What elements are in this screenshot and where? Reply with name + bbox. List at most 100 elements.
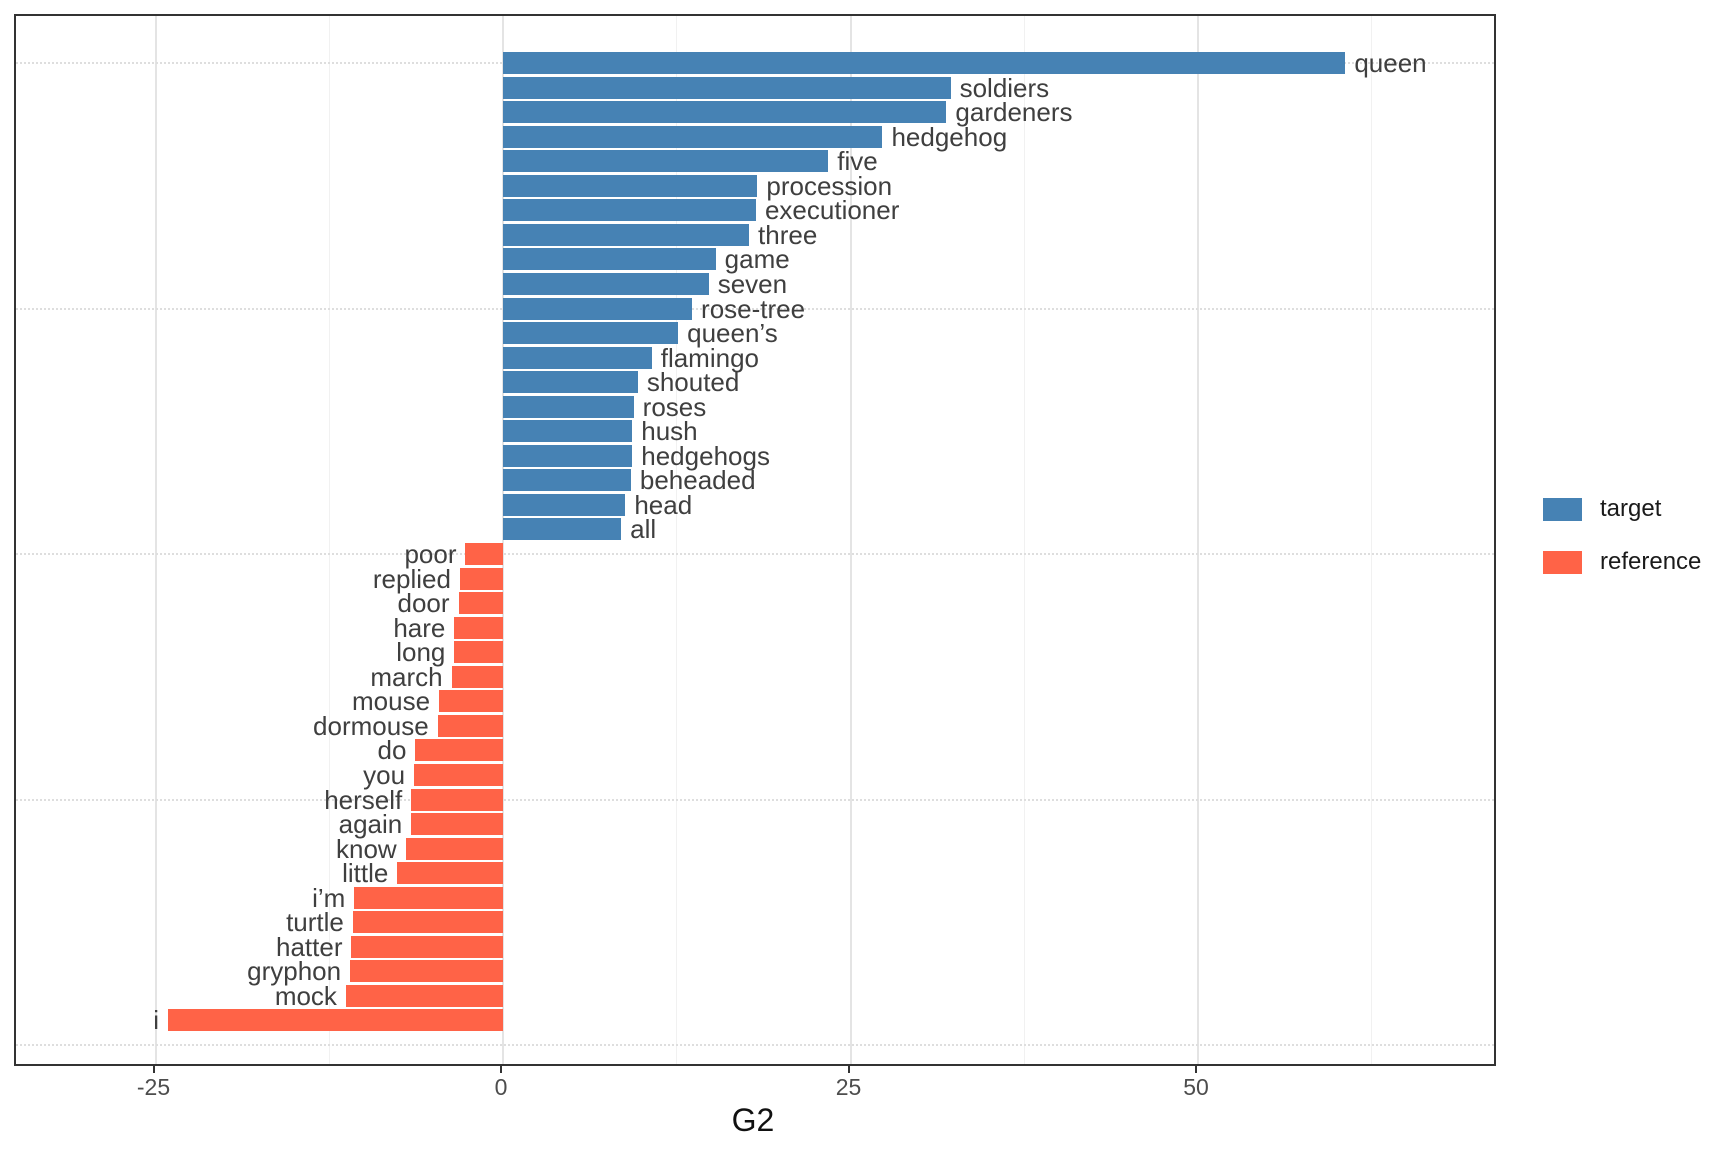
bar-game — [503, 248, 716, 271]
bar-label-door: door — [397, 588, 450, 619]
plot-area: queen soldiers gardeners hedgehog five proces… — [16, 16, 1494, 1064]
bar-beheaded — [503, 469, 631, 492]
bar-head — [503, 493, 626, 516]
bar-five — [503, 150, 829, 173]
bar-label-little: little — [342, 858, 389, 889]
target-color-swatch — [1543, 497, 1582, 521]
legend-label-reference: reference — [1600, 548, 1702, 575]
bar-shouted — [503, 371, 638, 394]
bar-label-queen: queen — [1354, 48, 1427, 78]
bar-label-procession: procession — [766, 170, 893, 201]
x-axis-tick-50 — [1195, 1066, 1197, 1073]
bar-hedgehog — [503, 125, 883, 148]
bar-label-five: five — [837, 146, 878, 177]
bar-procession — [503, 174, 758, 197]
gridline-x-minor-37.5 — [1023, 16, 1025, 1064]
bar-hatter — [351, 935, 503, 958]
x-axis-tick-label-25: 25 — [835, 1074, 862, 1100]
bar-herself — [411, 788, 503, 811]
bar-dormouse — [437, 714, 503, 737]
bar-flamingo — [503, 346, 652, 369]
gridline-x-25 — [849, 16, 852, 1064]
bar-label-im: i’m — [312, 882, 346, 913]
gridline-y-20 — [16, 553, 1494, 555]
bar-label-queens: queen’s — [687, 318, 778, 349]
bar-label-shouted: shouted — [646, 367, 740, 398]
x-axis-tick--25 — [152, 1066, 155, 1073]
legend-item-target: target — [1543, 495, 1701, 523]
gridline-y-40 — [16, 1044, 1494, 1046]
bar-i — [168, 1009, 503, 1032]
bar-label-hatter: hatter — [276, 931, 343, 962]
gridline-y-10 — [16, 307, 1494, 310]
bar-label-again: again — [338, 809, 403, 840]
bar-queens — [503, 322, 679, 345]
bar-label-all: all — [630, 514, 657, 545]
x-axis-tick-label-0: 0 — [494, 1074, 508, 1100]
bar-label-hedgehogs: hedgehogs — [641, 440, 770, 471]
legend-item-reference: reference — [1543, 548, 1701, 576]
x-axis-tick-0 — [500, 1066, 502, 1073]
bar-queen — [503, 52, 1346, 74]
bar-label-soldiers: soldiers — [959, 72, 1050, 103]
bar-label-turtle: turtle — [286, 907, 344, 938]
bar-label-roses: roses — [642, 391, 707, 422]
bar-hare — [454, 616, 503, 639]
bar-hush — [503, 420, 633, 443]
bar-do — [415, 739, 503, 762]
bar-three — [503, 223, 750, 246]
bar-label-you: you — [363, 759, 406, 790]
bar-label-seven: seven — [717, 268, 788, 299]
x-axis-title: G2 — [731, 1102, 775, 1138]
bar-label-do: do — [377, 735, 407, 766]
legend-label-target: target — [1600, 495, 1662, 522]
bar-label-hedgehog: hedgehog — [891, 121, 1008, 152]
bar-label-game: game — [724, 244, 790, 275]
bar-label-hush: hush — [641, 416, 698, 447]
bar-turtle — [352, 911, 503, 934]
gridline-x-minor-62.5 — [1371, 16, 1373, 1064]
x-axis-tick-25 — [847, 1066, 850, 1073]
bar-label-herself: herself — [324, 784, 403, 815]
bar-gryphon — [350, 960, 503, 983]
bar-hedgehogs — [503, 444, 633, 467]
bar-label-mouse: mouse — [352, 686, 431, 717]
bar-march — [451, 665, 503, 688]
bar-little — [397, 862, 503, 885]
bar-label-gardeners: gardeners — [955, 97, 1073, 128]
gridline-y-30 — [16, 798, 1494, 801]
bar-you — [414, 763, 503, 786]
bar-label-dormouse: dormouse — [313, 710, 429, 741]
bar-again — [411, 813, 503, 836]
bar-gardeners — [503, 101, 947, 124]
bar-label-rose-tree: rose-tree — [701, 293, 806, 324]
bar-executioner — [503, 199, 756, 222]
bar-long — [454, 641, 503, 664]
bar-roses — [503, 395, 634, 418]
bar-label-executioner: executioner — [764, 195, 900, 226]
bar-all — [503, 518, 622, 541]
bar-replied — [459, 567, 503, 590]
bar-mock — [345, 984, 503, 1007]
legend: target reference — [1543, 495, 1701, 601]
reference-color-swatch — [1543, 550, 1582, 574]
x-axis-tick-label--25: -25 — [136, 1074, 171, 1100]
bar-label-long: long — [396, 637, 446, 668]
bar-label-beheaded: beheaded — [639, 465, 756, 496]
bar-seven — [503, 272, 709, 295]
bar-label-head: head — [634, 489, 693, 520]
bar-door — [458, 592, 503, 615]
bar-label-poor: poor — [404, 539, 457, 569]
bar-label-gryphon: gryphon — [247, 956, 342, 987]
bar-label-know: know — [336, 833, 397, 864]
gridline-x-minor-12.5 — [676, 16, 678, 1064]
bar-soldiers — [503, 76, 951, 99]
bar-know — [405, 837, 503, 860]
bar-label-i: i — [153, 1005, 160, 1036]
bar-label-hare: hare — [393, 612, 446, 643]
gridline-x--25 — [154, 16, 157, 1064]
plot-panel: queen soldiers gardeners hedgehog five proces… — [14, 14, 1496, 1066]
bar-im — [354, 886, 503, 909]
bar-mouse — [439, 690, 503, 713]
